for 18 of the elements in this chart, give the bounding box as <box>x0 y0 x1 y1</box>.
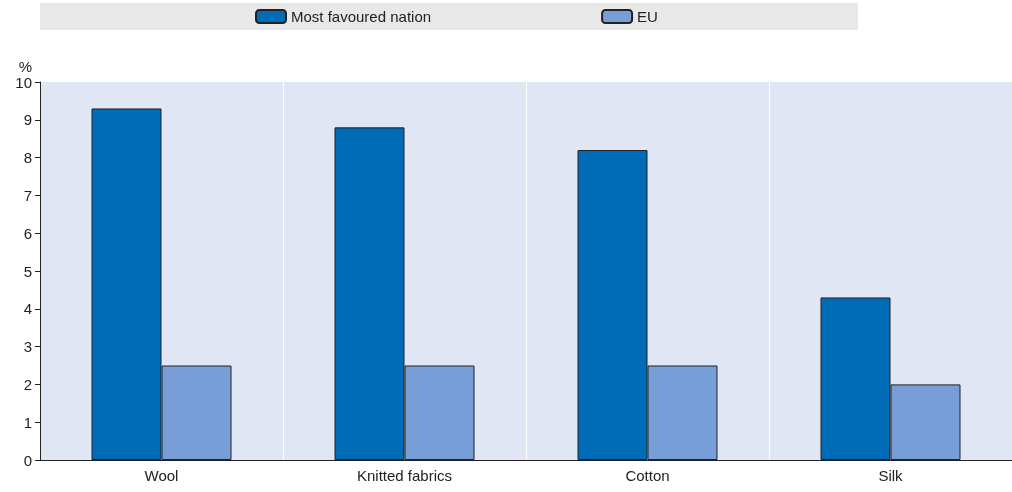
y-tick-label: 0 <box>23 451 32 469</box>
y-tick-label: 2 <box>23 375 32 393</box>
y-tick-label: 8 <box>23 149 32 167</box>
x-tick-label: Wool <box>144 467 179 484</box>
y-tick-label: 9 <box>23 111 32 129</box>
y-tick-label: 5 <box>23 262 32 280</box>
y-tick-label: 1 <box>23 413 32 431</box>
x-tick-label: Cotton <box>625 467 670 484</box>
legend-label: EU <box>637 8 658 25</box>
x-tick-label: Knitted fabrics <box>356 467 453 484</box>
y-axis-title: % <box>18 58 32 75</box>
y-tick-label: 4 <box>23 300 32 318</box>
y-tick-label: 3 <box>23 338 32 356</box>
y-tick-label: 6 <box>23 224 32 242</box>
legend-label: Most favoured nation <box>291 8 432 25</box>
y-tick-label: 7 <box>23 186 32 204</box>
x-tick-label: Silk <box>878 467 904 484</box>
y-tick-label: 10 <box>15 73 32 91</box>
